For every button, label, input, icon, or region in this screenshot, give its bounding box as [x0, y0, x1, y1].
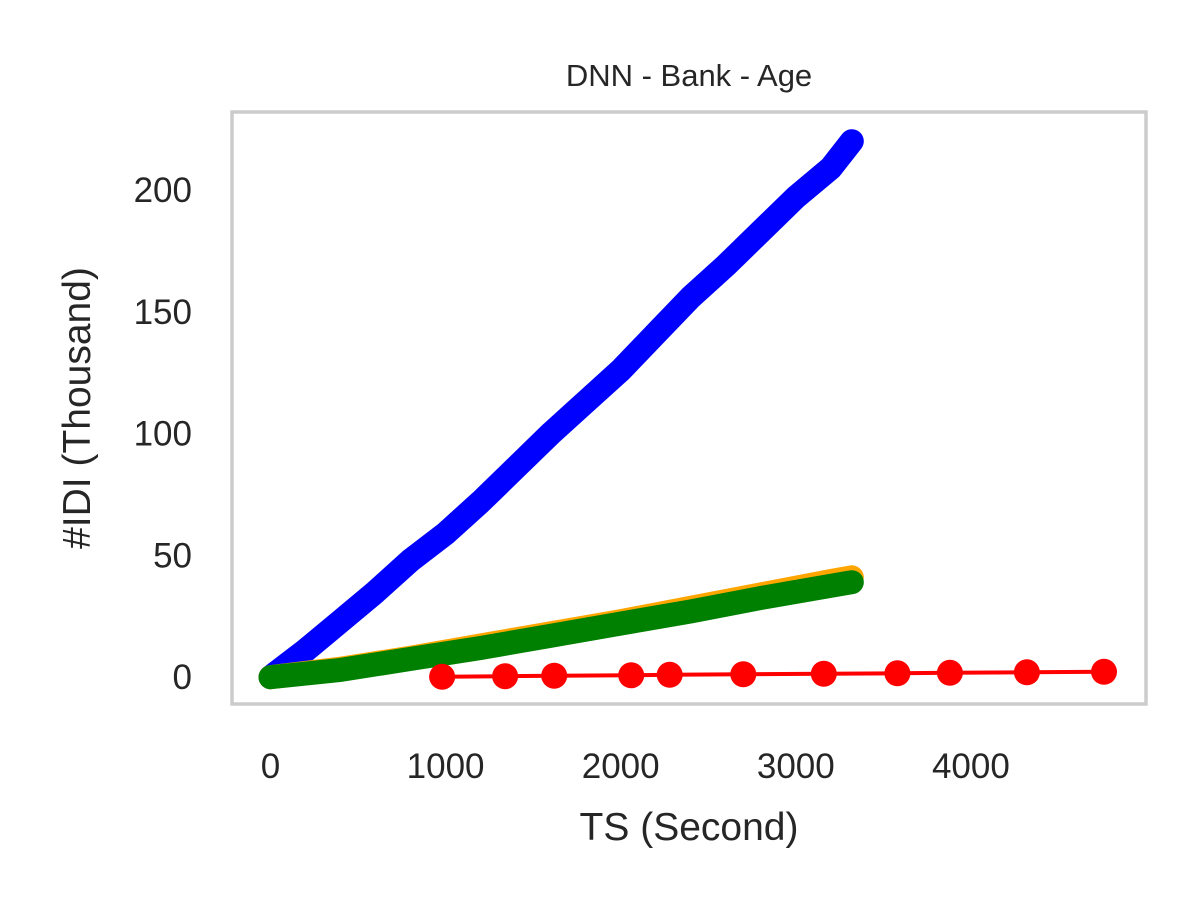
series-3-point: [730, 661, 757, 688]
y-tick-label: 200: [134, 171, 192, 210]
series-layer: [258, 129, 1117, 690]
series-3-point: [541, 662, 568, 689]
series-3-point: [618, 662, 645, 689]
x-tick-labels: 0 1000 2000 3000 4000: [261, 747, 1010, 786]
series-3-point: [1091, 658, 1117, 685]
chart-title: DNN - Bank - Age: [566, 58, 812, 93]
series-3-point: [884, 660, 911, 687]
x-tick-label: 2000: [582, 747, 660, 786]
series-3-point: [810, 660, 837, 687]
y-tick-label: 0: [173, 658, 192, 697]
y-tick-label: 100: [134, 415, 192, 454]
series-0-line: [258, 129, 864, 690]
y-tick-label: 50: [153, 536, 192, 575]
x-axis-label: TS (Second): [580, 806, 799, 849]
x-tick-label: 4000: [932, 747, 1010, 786]
x-tick-label: 1000: [407, 747, 485, 786]
y-axis-label: #IDI (Thousand): [56, 267, 99, 549]
y-tick-label: 150: [134, 293, 192, 332]
series-3-point: [936, 659, 963, 686]
series-3-point: [429, 663, 456, 690]
series-2-line: [258, 570, 864, 690]
x-tick-label: 3000: [757, 747, 835, 786]
series-3-point: [492, 663, 519, 690]
x-tick-label: 0: [261, 747, 280, 786]
y-tick-labels: 0 50 100 150 200: [134, 171, 192, 697]
series-3-point: [1013, 659, 1040, 686]
series-3-point: [656, 661, 683, 688]
